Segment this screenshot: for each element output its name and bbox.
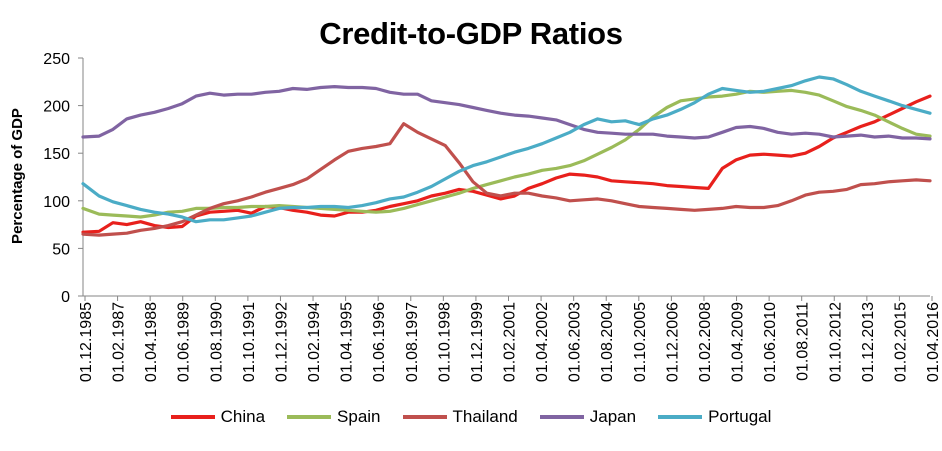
x-tick-label: 01.08.2011 [795,302,812,381]
x-tick-label: 01.08.1997 [404,302,421,382]
y-tick-label: 100 [43,194,70,211]
x-tick-label: 01.08.2004 [599,302,616,382]
x-tick-label: 01.06.2003 [567,302,584,382]
y-tick-label: 200 [43,99,70,116]
y-tick-label: 50 [52,241,70,258]
legend-item-china: China [170,407,266,427]
x-tick-label: 01.12.1985 [78,302,95,382]
x-tick-label: 01.04.2009 [730,302,747,382]
legend-swatch [287,415,332,419]
legend-item-japan: Japan [539,407,637,427]
series-line-portugal [81,75,932,224]
x-tick-label: 01.12.1999 [469,302,486,382]
y-tick-label: 250 [43,51,70,68]
x-tick-label: 01.06.2010 [762,302,779,382]
x-tick-label: 01.04.2002 [534,302,551,382]
y-tick-label: 0 [61,289,70,306]
x-tick-label: 01.02.2015 [892,302,909,382]
series-line-thailand [81,122,932,237]
legend-label: Thailand [452,407,518,426]
x-tick-label: 01.02.2001 [502,302,519,382]
legend-label: Portugal [708,407,772,426]
legend-label: Japan [589,407,637,426]
legend-swatch [658,415,703,419]
series-line-china [81,94,932,234]
x-tick-label: 01.04.2016 [925,302,942,382]
x-tick-label: 01.10.2005 [632,302,649,382]
series-line-spain [81,88,932,219]
legend-swatch [402,415,447,419]
legend-label: Spain [337,407,381,426]
y-axis-title: Percentage of GDP [9,108,26,244]
x-tick-label: 01.08.1990 [208,302,225,382]
y-tick-label: 150 [43,146,70,163]
series-line-japan [81,84,932,141]
legend-item-thailand: Thailand [402,407,518,427]
x-tick-label: 01.10.1991 [241,302,258,382]
x-tick-label: 01.12.1992 [273,302,290,382]
x-tick-label: 01.06.1989 [176,302,193,382]
legend-swatch [170,415,215,419]
legend-swatch [539,415,584,419]
x-tick-label: 01.06.1996 [371,302,388,382]
x-tick-label: 01.12.2013 [860,302,877,382]
x-tick-label: 01.10.1998 [436,302,453,382]
x-tick-label: 01.02.1987 [111,302,128,382]
x-tick-label: 01.02.1994 [306,302,323,382]
x-tick-label: 01.10.2012 [827,302,844,382]
x-tick-label: 01.12.2006 [664,302,681,382]
chart-title: Credit-to-GDP Ratios [319,16,623,51]
legend: China Spain Thailand Japan Portugal [0,407,942,427]
legend-label: China [220,407,266,426]
x-tick-label: 01.04.1988 [143,302,160,382]
x-tick-label: 01.04.1995 [339,302,356,382]
legend-item-portugal: Portugal [658,407,771,427]
legend-item-spain: Spain [287,407,381,427]
x-tick-label: 01.02.2008 [697,302,714,382]
